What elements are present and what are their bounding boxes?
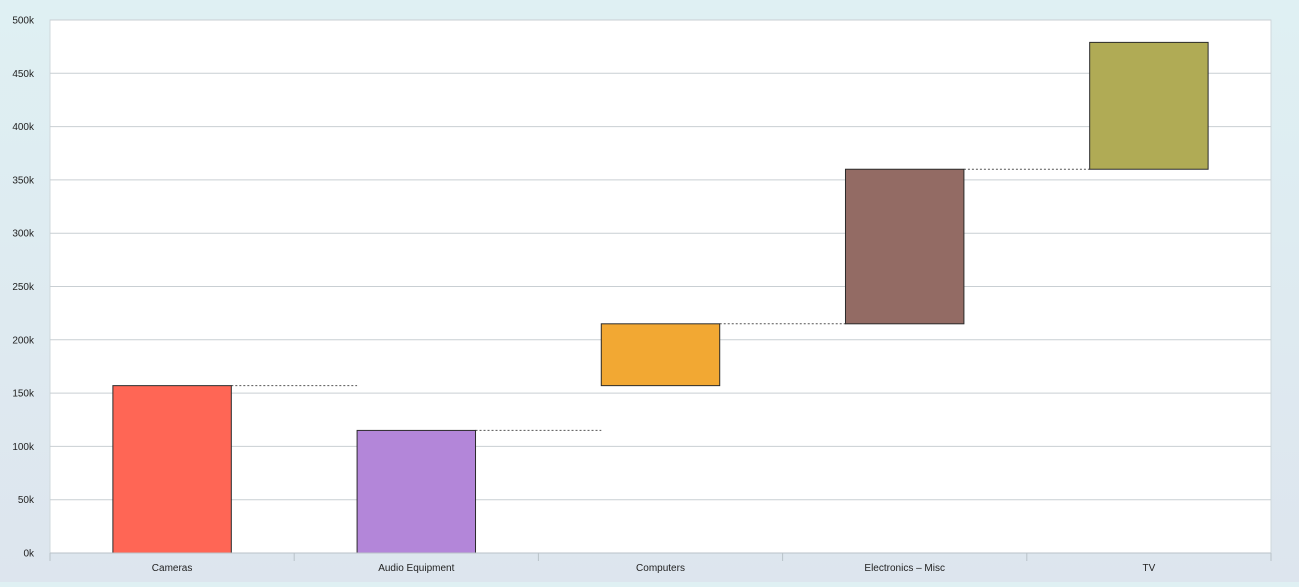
bar-1: [356, 429, 477, 554]
connector-lines: [231, 168, 1090, 431]
y-tick-label: 50k: [18, 495, 35, 506]
y-tick-label: 500k: [12, 16, 35, 27]
bar-3: [844, 168, 965, 325]
y-tick-labels: 0k 50k 100k 150k 200k 250k 300k 350k 400k 450k 500…: [12, 16, 35, 560]
x-tick-label: Electronics – Misc: [864, 563, 945, 574]
bar-2: [600, 323, 721, 387]
y-tick-label: 350k: [12, 175, 35, 186]
y-tick-label: 200k: [12, 335, 35, 346]
y-tick-label: 100k: [12, 442, 35, 453]
y-tick-label: 300k: [12, 229, 35, 240]
bar-0: [112, 385, 232, 554]
y-tick-label: 400k: [12, 122, 35, 133]
y-tick-label: 150k: [12, 389, 35, 400]
x-tick-label: TV: [1143, 563, 1156, 574]
y-tick-label: 450k: [12, 69, 35, 80]
y-tick-label: 250k: [12, 282, 35, 293]
x-tick-label: Computers: [636, 563, 685, 574]
x-tick-labels: Cameras Audio Equipment Computers Electroni…: [152, 563, 1156, 574]
bars: [112, 41, 1209, 554]
x-tick-label: Cameras: [152, 563, 193, 574]
bar-4: [1089, 41, 1209, 170]
grid-lines: [50, 19, 1271, 501]
x-tick-label: Audio Equipment: [378, 563, 454, 574]
y-tick-label: 0k: [23, 549, 35, 560]
axes: [49, 552, 1272, 561]
